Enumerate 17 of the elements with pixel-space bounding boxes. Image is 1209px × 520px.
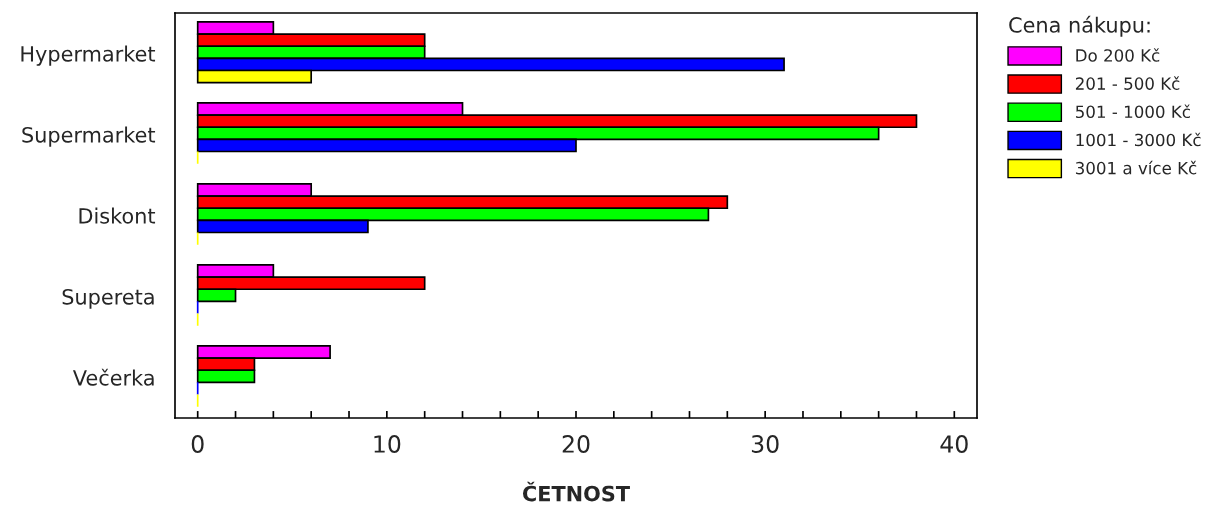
y-tick-label: Hypermarket bbox=[21, 45, 156, 66]
legend-label: 501 - 1000 Kč bbox=[1075, 104, 1190, 119]
x-tick-label: 40 bbox=[940, 435, 968, 453]
legend-label: 1001 - 3000 Kč bbox=[1076, 132, 1201, 147]
y-tick-label: Diskont bbox=[79, 207, 156, 224]
x-tick-label: 20 bbox=[562, 435, 590, 453]
y-tick-label: Supermarket bbox=[22, 126, 156, 147]
y-tick-label: Supereta bbox=[62, 288, 154, 309]
x-tick-label: 30 bbox=[751, 435, 779, 453]
x-axis-title: ČETNOST bbox=[522, 481, 630, 502]
y-tick-label: Večerka bbox=[72, 368, 154, 386]
x-tick-label: 10 bbox=[374, 435, 401, 453]
legend-label: 3001 a více Kč bbox=[1075, 160, 1197, 175]
legend-label: 201 - 500 Kč bbox=[1075, 76, 1180, 90]
legend-title: Cena nákupu: bbox=[1009, 15, 1150, 37]
x-tick-label: 0 bbox=[191, 435, 204, 453]
legend-label: Do 200 Kč bbox=[1076, 48, 1160, 62]
